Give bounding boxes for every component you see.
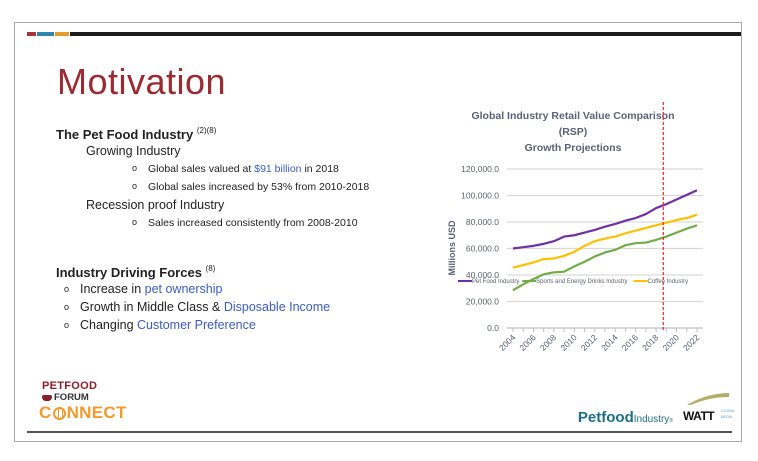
text: Increase in (80, 282, 145, 296)
petfood-industry-logo: Petfood Industry ® (578, 409, 673, 426)
text: Changing (80, 318, 137, 332)
heading-refs: (2)(8) (196, 126, 217, 135)
accent-black (70, 32, 741, 36)
list-item: o Global sales valued at $91 billion in 2… (132, 160, 416, 178)
line-chart: Global Industry Retail Value Comparison … (447, 102, 703, 353)
list-item: o Increase in pet ownership (64, 280, 416, 298)
legend-label: Pet Food Industry (472, 279, 519, 285)
x-tick-label: 2016 (620, 332, 641, 353)
text: Growth in Middle Class & (80, 300, 224, 314)
legend-label: Coffee Industry (648, 279, 689, 285)
x-tick-label: 2004 (497, 332, 518, 353)
watt-global-media-logo: WATT GLOBAL MEDIA (683, 391, 735, 423)
logo-connect-row: C NNECT (39, 403, 127, 423)
highlight-text: $91 billion (254, 163, 302, 175)
bullet-icon: o (132, 217, 138, 227)
globe-icon (52, 406, 66, 420)
heading-text: Industry Driving Forces (56, 265, 202, 280)
bullet-icon: o (64, 320, 70, 330)
petfood-forum-connect-logo: PETFOOD FORUM C NNECT (27, 380, 147, 430)
top-accent-bar (27, 32, 742, 36)
x-tick-label: 2022 (681, 332, 702, 353)
footer-line (27, 431, 732, 433)
x-tick-label: 2006 (517, 332, 538, 353)
logo-watt-sub2: MEDIA (721, 415, 733, 419)
series-line-sports-and-energy-drinks-industry (512, 224, 698, 292)
logo-forum-row: FORUM (42, 392, 89, 403)
bullet-icon: o (132, 181, 138, 191)
list-item: o Changing Customer Preference (64, 316, 416, 334)
logo-industry: Industry (633, 414, 670, 425)
x-tick-label: 2008 (538, 332, 559, 353)
logo-tm: ® (669, 418, 673, 424)
pet-bowl-icon (42, 394, 52, 401)
bullet-icon: o (64, 302, 70, 312)
legend-label: Sports and Energy Drinks Industry (536, 279, 627, 285)
logo-watt-sub1: GLOBAL (721, 409, 736, 413)
text: in 2018 (301, 163, 339, 175)
heading-text: The Pet Food Industry (56, 127, 194, 142)
accent-red (27, 32, 36, 36)
slide: Motivation PETFOOD FORUM C NNECT Petfood… (14, 22, 742, 442)
highlight-text: Disposable Income (223, 300, 331, 314)
bullet-icon: o (132, 163, 138, 173)
x-tick-label: 2020 (661, 332, 682, 353)
section-industry-driving-forces: Industry Driving Forces (8) o Increase in… (56, 264, 416, 334)
series-line-coffee-industry (512, 213, 698, 269)
x-tick-label: 2012 (579, 332, 600, 353)
logo-connect-c: C (39, 403, 52, 422)
watt-swoosh-icon (687, 393, 729, 405)
logo-petfood: Petfood (577, 409, 634, 426)
text: Global sales increased by 53% from 2010-… (148, 181, 370, 193)
series-line-pet-food-industry (512, 189, 698, 250)
y-tick-label: 100,000.0 (461, 191, 499, 201)
slide-title: Motivation (57, 61, 227, 102)
chart-title-line-1: Global Industry Retail Value Comparison (471, 110, 674, 122)
x-tick-label: 2014 (599, 332, 620, 353)
list-item: o Growth in Middle Class & Disposable Inc… (64, 298, 416, 316)
y-tick-label: 80,000.0 (466, 217, 499, 227)
chart-title-line-3: Growth Projections (525, 142, 622, 154)
logo-watt: WATT (683, 409, 715, 423)
list-item: Recession proof Industry (86, 198, 225, 212)
y-axis-label: Millions USD (447, 220, 457, 276)
accent-blue (37, 32, 54, 36)
accent-orange (55, 32, 69, 36)
x-tick-label: 2010 (558, 332, 579, 353)
list-item: o Global sales increased by 53% from 2010… (132, 178, 416, 196)
text: Global sales valued at (148, 163, 255, 175)
section-heading: Industry Driving Forces (8) (56, 264, 416, 280)
text: Sales increased consistently from 2008-2… (148, 217, 358, 229)
logo-petfood-text: PETFOOD (42, 380, 98, 392)
chart-title-line-2: (RSP) (559, 126, 588, 138)
y-tick-label: 20,000.0 (466, 297, 499, 307)
x-tick-label: 2018 (640, 332, 661, 353)
logo-connect-rest: NNECT (66, 403, 127, 422)
y-tick-label: 120,000.0 (461, 164, 499, 174)
y-tick-label: 60,000.0 (466, 244, 499, 254)
highlight-text: pet ownership (144, 282, 223, 296)
logo-forum-text: FORUM (54, 392, 89, 403)
list-item: o Sales increased consistently from 2008-… (132, 214, 416, 232)
heading-refs: (8) (205, 264, 216, 273)
y-tick-label: 40,000.0 (466, 270, 499, 280)
y-tick-label: 0.0 (487, 323, 499, 333)
list-item: Growing Industry (86, 144, 181, 158)
section-heading: The Pet Food Industry (2)(8) (56, 126, 416, 142)
bullet-icon: o (64, 284, 70, 294)
section-pet-food-industry: The Pet Food Industry (2)(8) Growing Ind… (56, 126, 416, 232)
highlight-text: Customer Preference (137, 318, 256, 332)
